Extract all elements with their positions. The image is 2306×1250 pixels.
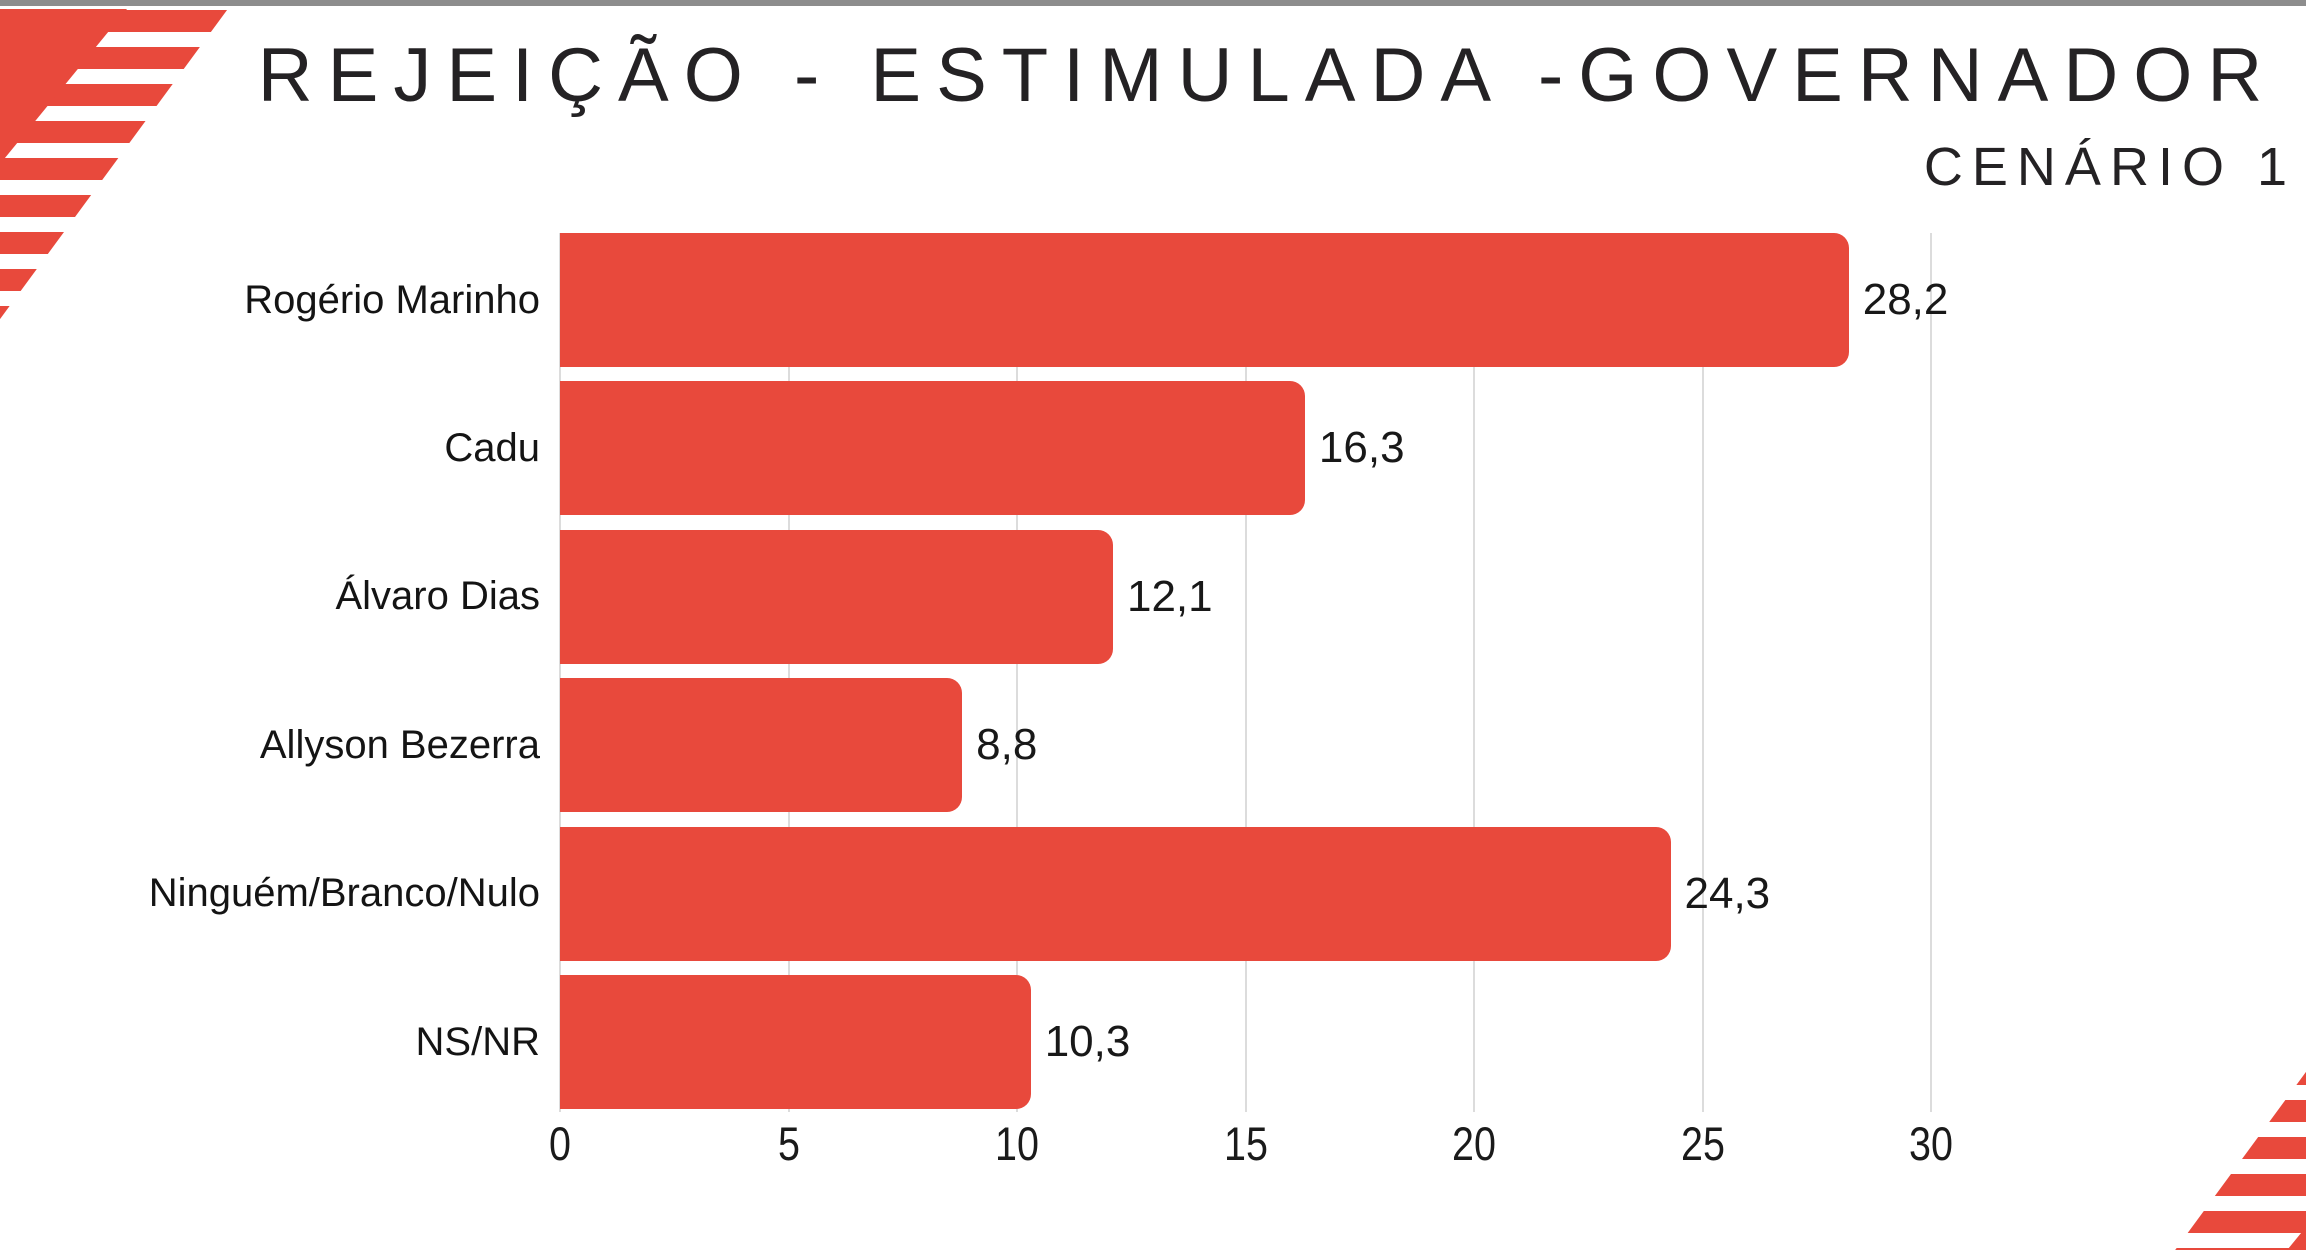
gridline — [1930, 233, 1932, 1112]
bar — [560, 381, 1305, 516]
category-label: Rogério Marinho — [244, 277, 540, 322]
bar-value-label: 10,3 — [1044, 1017, 1131, 1066]
chart-title: REJEIÇÃO - ESTIMULADA -GOVERNADOR — [257, 33, 2278, 118]
bar — [560, 826, 1671, 961]
bar — [560, 975, 1031, 1109]
category-label: Allyson Bezerra — [259, 722, 540, 767]
top-gray-bar — [0, 0, 2306, 6]
category-label: Álvaro Dias — [335, 574, 540, 619]
x-tick-label: 25 — [1680, 1117, 1725, 1170]
gridline — [787, 233, 790, 1112]
gridline — [1701, 233, 1704, 1112]
category-label: NS/NR — [415, 1019, 540, 1064]
chart-subtitle: CENÁRIO 1 — [1923, 137, 2296, 197]
x-tick-label: 20 — [1452, 1117, 1496, 1170]
x-tick-label: 15 — [1223, 1117, 1268, 1170]
gridline — [1244, 233, 1247, 1112]
bar-value-label: 16,3 — [1318, 423, 1405, 473]
bar — [560, 678, 963, 813]
category-label: Cadu — [444, 425, 540, 470]
bar-value-label: 8,8 — [976, 720, 1038, 770]
bar — [560, 529, 1113, 664]
bar-value-label: 24,3 — [1684, 868, 1771, 918]
x-tick-label: 5 — [777, 1117, 800, 1170]
bar-value-label: 28,2 — [1862, 275, 1949, 324]
bar-value-label: 12,1 — [1126, 571, 1213, 621]
gridline — [1016, 233, 1018, 1112]
gridline — [559, 233, 561, 1112]
bar — [560, 233, 1849, 367]
gridline — [1473, 233, 1475, 1112]
x-tick-label: 10 — [995, 1117, 1039, 1170]
category-label: Ninguém/Branco/Nulo — [148, 871, 540, 916]
x-tick-label: 30 — [1909, 1117, 1953, 1170]
x-tick-label: 0 — [549, 1117, 571, 1170]
